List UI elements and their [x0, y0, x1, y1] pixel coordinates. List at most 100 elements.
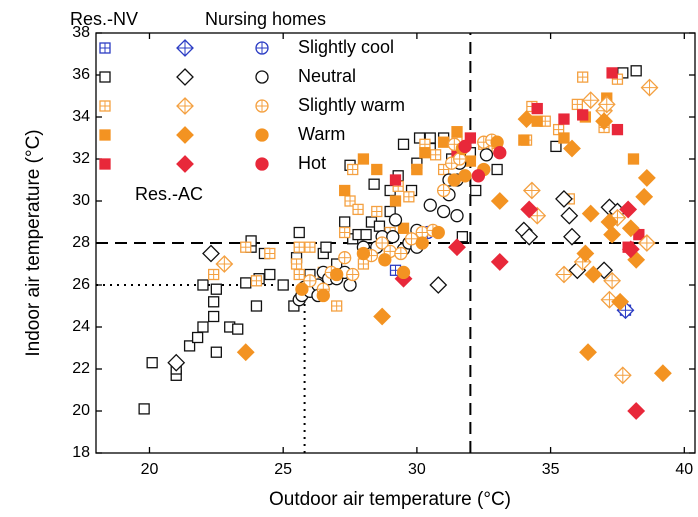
marker — [352, 203, 364, 216]
marker — [316, 288, 330, 303]
marker — [264, 247, 276, 260]
marker — [584, 265, 603, 284]
marker-shape — [576, 244, 595, 263]
marker — [373, 307, 392, 326]
marker — [437, 136, 450, 148]
marker — [581, 91, 600, 110]
marker-shape — [368, 178, 380, 190]
marker-shape — [320, 241, 332, 253]
marker — [240, 241, 252, 253]
marker-shape — [240, 277, 252, 289]
marker-shape — [451, 126, 463, 138]
marker — [197, 321, 209, 333]
marker — [397, 138, 410, 150]
marker — [210, 346, 222, 358]
marker-shape — [373, 307, 392, 326]
marker-shape — [316, 288, 330, 303]
marker — [577, 71, 589, 83]
marker — [576, 244, 595, 263]
legend-group-label: Nursing homes — [205, 9, 326, 29]
marker — [202, 244, 220, 263]
y-tick-label: 32 — [72, 150, 90, 167]
marker-shape — [611, 123, 624, 136]
marker — [339, 216, 351, 228]
marker — [240, 277, 252, 289]
marker-shape — [560, 206, 579, 225]
marker — [630, 65, 642, 77]
marker-shape — [197, 279, 209, 291]
marker — [208, 268, 220, 281]
marker-shape — [397, 138, 410, 150]
marker — [606, 67, 618, 79]
marker-shape — [277, 279, 289, 291]
marker-shape — [584, 265, 603, 284]
marker — [320, 241, 332, 253]
marker-shape — [378, 253, 392, 267]
y-tick-label: 26 — [72, 276, 90, 293]
marker — [394, 246, 408, 261]
marker-shape — [637, 168, 656, 187]
marker — [471, 169, 486, 183]
marker-shape — [339, 184, 351, 197]
legend-group-label: Res.-AC — [135, 184, 203, 204]
marker-shape — [264, 268, 276, 281]
marker — [388, 213, 403, 227]
marker — [293, 226, 305, 239]
marker-shape — [448, 238, 466, 257]
marker — [208, 310, 220, 323]
marker — [437, 163, 450, 176]
marker — [176, 155, 194, 173]
marker-shape — [389, 174, 402, 186]
marker — [555, 265, 573, 284]
marker — [464, 155, 477, 167]
marker — [264, 268, 276, 281]
marker-shape — [397, 222, 410, 234]
marker — [431, 225, 445, 240]
y-tick-label: 36 — [72, 66, 90, 83]
marker — [232, 323, 244, 335]
y-tick-label: 20 — [72, 402, 90, 419]
marker — [571, 98, 583, 111]
marker — [653, 364, 672, 383]
marker — [146, 357, 158, 369]
marker-shape — [470, 184, 482, 197]
marker-shape — [371, 163, 383, 176]
marker-shape — [550, 140, 562, 153]
marker — [167, 353, 186, 372]
marker — [577, 109, 589, 121]
marker — [558, 113, 570, 125]
x-tick-label: 25 — [274, 461, 292, 478]
marker — [339, 184, 351, 197]
marker — [210, 283, 222, 295]
marker-shape — [627, 153, 640, 165]
marker — [339, 226, 351, 239]
marker — [176, 68, 194, 86]
marker — [603, 271, 622, 290]
marker — [621, 240, 640, 259]
marker-shape — [210, 283, 222, 295]
marker-shape — [232, 323, 244, 335]
marker — [563, 139, 581, 158]
marker — [429, 276, 448, 294]
marker — [550, 140, 562, 153]
marker — [451, 126, 463, 138]
marker — [436, 204, 451, 219]
marker — [560, 206, 579, 225]
y-tick-label: 18 — [72, 444, 90, 461]
marker-shape — [357, 153, 370, 165]
marker — [627, 153, 640, 165]
marker-shape — [479, 148, 494, 162]
points — [138, 65, 672, 420]
marker — [176, 39, 194, 57]
marker-shape — [138, 403, 150, 415]
marker-shape — [255, 128, 269, 142]
marker-shape — [579, 343, 597, 362]
marker — [99, 71, 111, 83]
x-tick-label: 20 — [141, 461, 159, 478]
marker-shape — [458, 139, 472, 154]
marker — [520, 227, 539, 246]
marker-shape — [603, 225, 622, 244]
marker — [255, 41, 269, 55]
marker — [99, 100, 111, 112]
marker-shape — [386, 230, 400, 244]
